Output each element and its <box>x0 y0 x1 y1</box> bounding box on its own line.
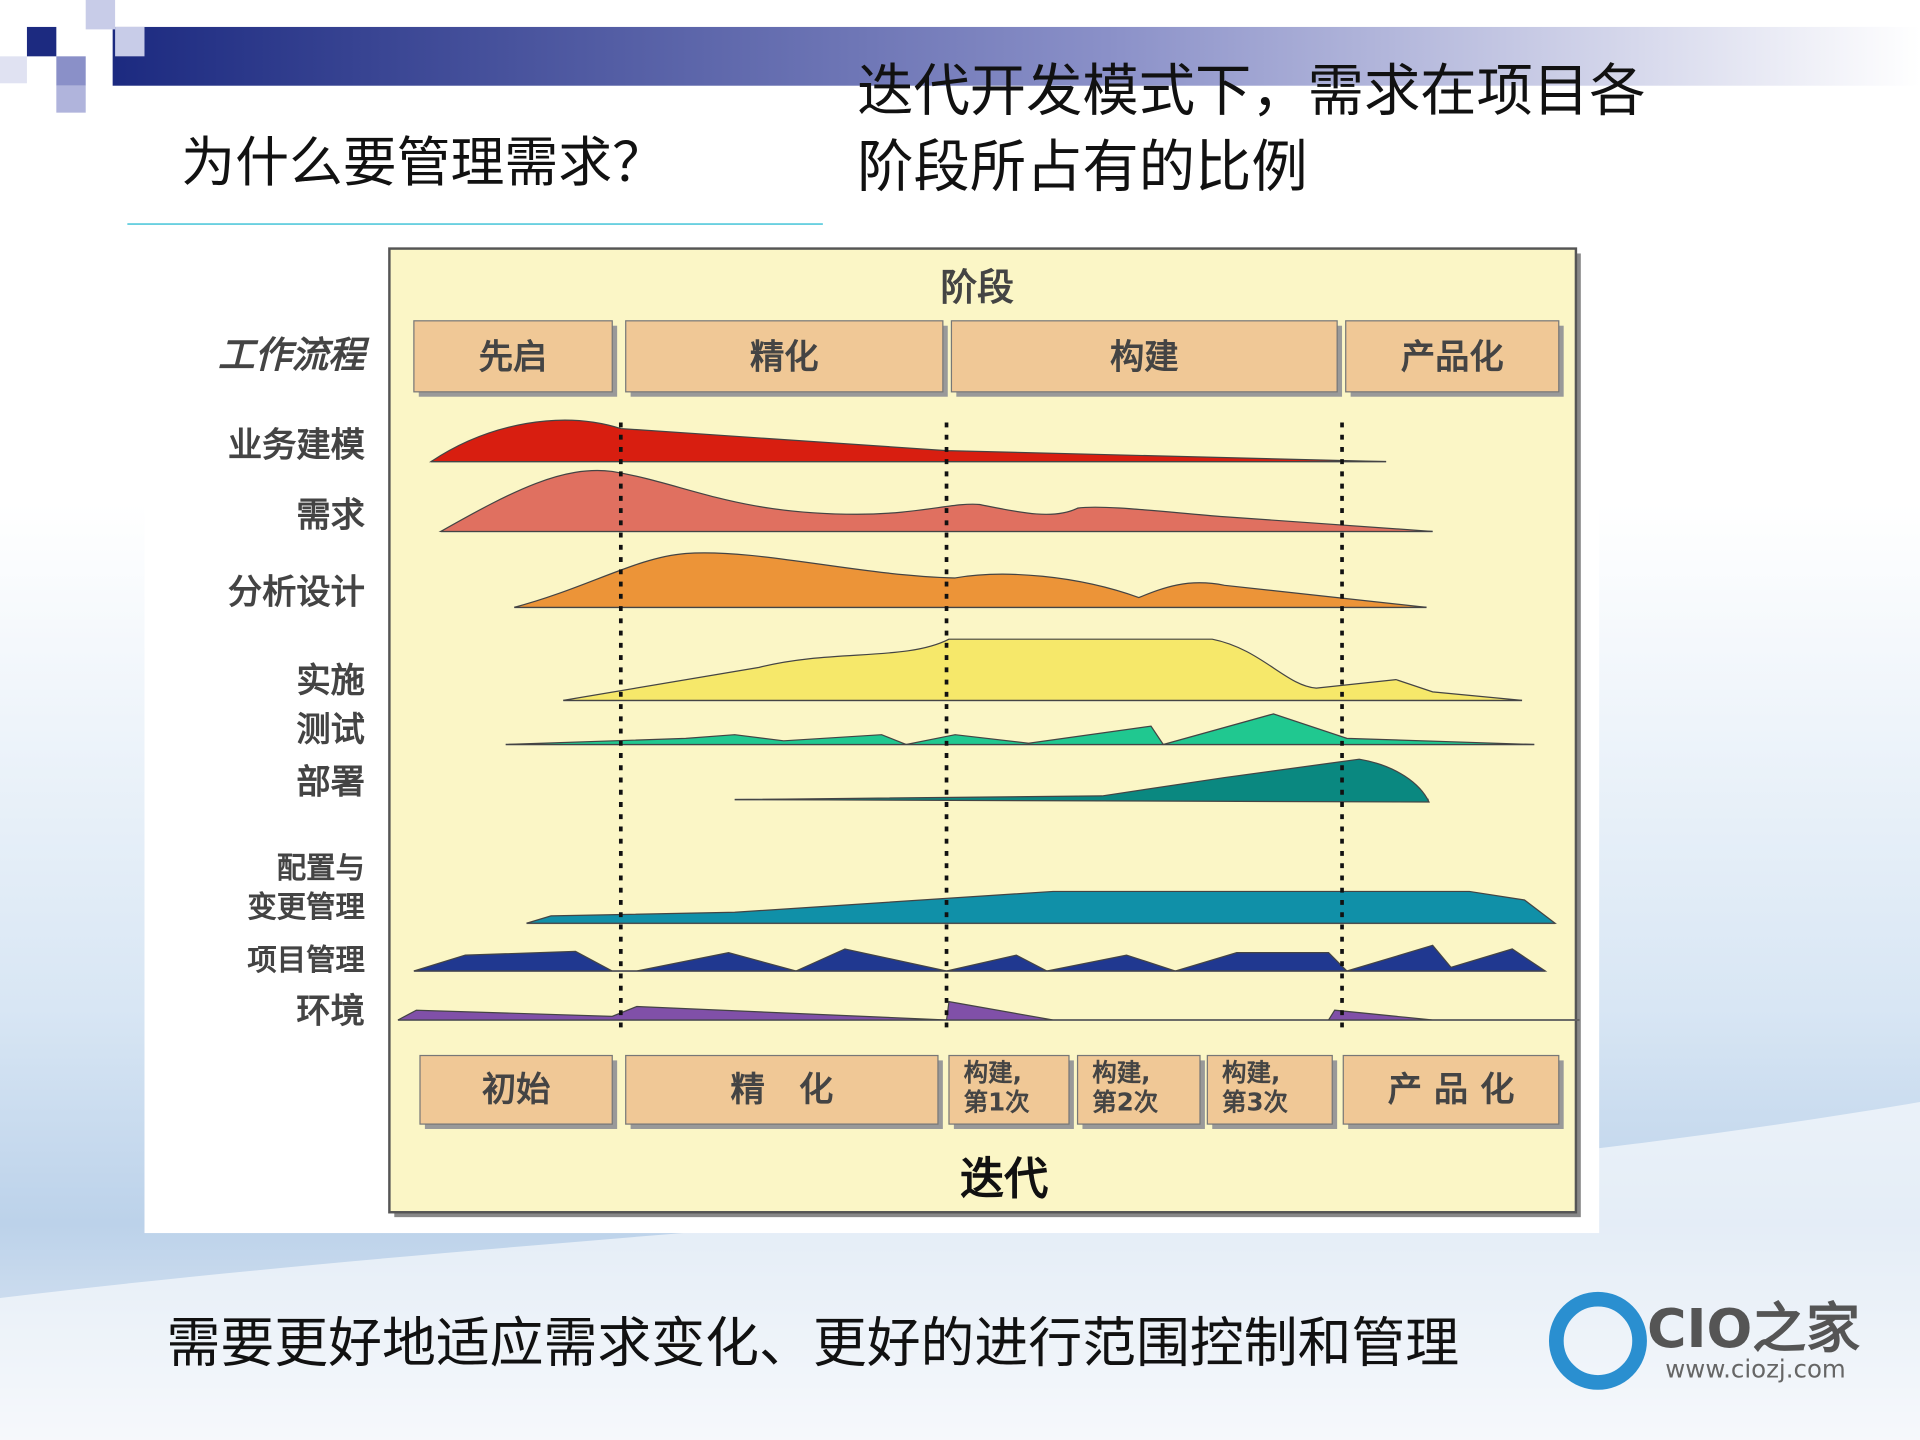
logo-name: CIO之家 <box>1647 1297 1860 1360</box>
workflow-hump <box>505 713 1535 746</box>
workflow-label: 配置与 <box>277 851 365 885</box>
footer-text: 需要更好地适应需求变化、更好的进行范围控制和管理 <box>167 1312 1460 1375</box>
workflow-hump <box>563 638 1523 702</box>
iteration-label: 产 品 化 <box>1388 1070 1515 1110</box>
workflow-hump <box>397 1000 1580 1021</box>
iteration-label: 精 化 <box>730 1070 833 1110</box>
workflow-label: 项目管理 <box>247 943 365 977</box>
decor-squares <box>0 0 145 113</box>
workflow-label: 业务建模 <box>228 426 366 466</box>
iteration-box <box>1342 1054 1560 1125</box>
workflow-hump <box>526 890 1557 924</box>
humps <box>397 419 1580 1021</box>
phase-label: 构建 <box>1110 338 1179 378</box>
workflow-label: 测试 <box>296 710 365 750</box>
iteration-box <box>948 1054 1070 1125</box>
slide-subtitle: 迭代开发模式下，需求在项目各 <box>857 59 1645 124</box>
workflow-header: 工作流程 <box>218 333 370 376</box>
slide-subtitle: 阶段所占有的比例 <box>857 135 1308 200</box>
iteration-label: 第2次 <box>1092 1088 1158 1117</box>
iteration-label: 第1次 <box>964 1088 1030 1117</box>
iteration-label: 构建, <box>964 1058 1022 1087</box>
phase-box <box>413 320 613 393</box>
workflow-hump <box>428 419 1387 463</box>
logo-url: www.ciozj.com <box>1665 1355 1845 1384</box>
iteration-label: 初始 <box>482 1070 551 1110</box>
iteration-box <box>419 1054 613 1125</box>
logo-ring <box>1548 1291 1647 1390</box>
workflow-label: 环境 <box>296 991 365 1031</box>
phase-box <box>1345 320 1560 393</box>
phase-box <box>950 320 1338 393</box>
diagram-frame <box>388 247 1578 1214</box>
phase-label: 产品化 <box>1401 338 1504 378</box>
iteration-label: 第3次 <box>1222 1088 1288 1117</box>
workflow-label: 变更管理 <box>247 890 365 924</box>
workflow-hump <box>438 469 1433 533</box>
workflow-label: 需求 <box>296 496 365 536</box>
phase-label: 精化 <box>750 338 819 378</box>
workflow-hump <box>734 758 1430 803</box>
phase-label: 先启 <box>479 338 548 378</box>
phase-header: 阶段 <box>940 266 1014 309</box>
header-bar <box>112 26 1920 86</box>
iteration-box <box>1076 1054 1201 1125</box>
iteration-box <box>625 1054 939 1125</box>
iteration-label: 构建, <box>1092 1058 1150 1087</box>
workflow-hump <box>413 944 1548 972</box>
iteration-footer: 迭代 <box>960 1154 1048 1205</box>
phase-box <box>625 320 944 393</box>
workflow-label: 分析设计 <box>228 573 365 613</box>
iteration-label: 构建, <box>1222 1058 1280 1087</box>
workflow-label: 部署 <box>296 762 365 802</box>
iteration-box <box>1206 1054 1333 1125</box>
workflow-label: 实施 <box>296 661 365 701</box>
slide-title: 为什么要管理需求？ <box>181 131 666 194</box>
workflow-hump <box>514 552 1427 608</box>
